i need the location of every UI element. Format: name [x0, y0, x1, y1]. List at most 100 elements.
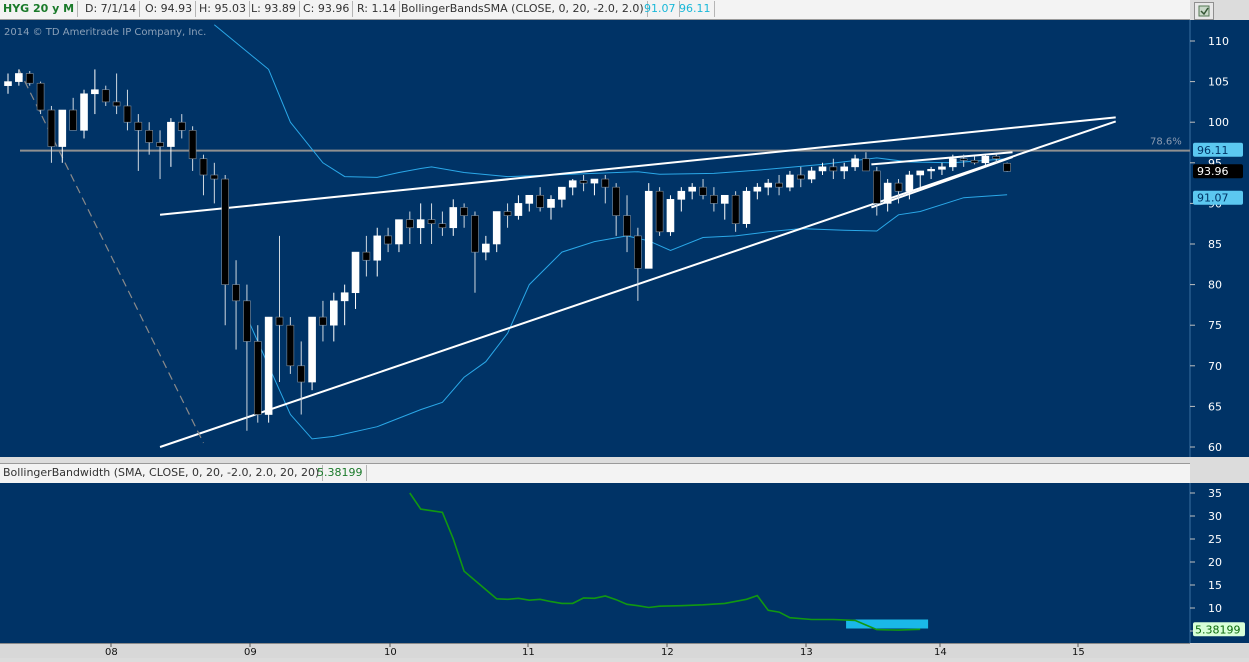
- candle: [938, 166, 946, 170]
- candle: [275, 316, 284, 326]
- candle: [167, 121, 175, 147]
- candle: [829, 166, 838, 172]
- candle: [644, 190, 653, 269]
- bandwidth-value-tag: [1193, 622, 1245, 637]
- price-tick-label: 65: [1208, 400, 1222, 413]
- candle: [959, 158, 968, 161]
- time-axis: 08 09 10 11 12 13 14 15: [0, 643, 1249, 658]
- trendline: [871, 151, 1013, 166]
- time-tick-label: 11: [522, 647, 535, 658]
- time-tick-label: 08: [105, 647, 118, 658]
- bandwidth-tick-label: 10: [1208, 602, 1222, 615]
- price-tick-label: 70: [1208, 360, 1222, 373]
- candle: [308, 316, 316, 383]
- trendline: [159, 116, 1116, 216]
- candle: [710, 194, 718, 204]
- candle: [449, 207, 458, 229]
- candle: [579, 180, 588, 184]
- bandwidth-tick-label: 15: [1208, 579, 1222, 592]
- bandwidth-tick-label: 30: [1208, 510, 1222, 523]
- bandwidth-tick-label: 25: [1208, 533, 1222, 546]
- date-label: D: 7/1/14: [82, 1, 141, 17]
- candle: [427, 219, 436, 224]
- bandwidth-tick-label: 20: [1208, 556, 1222, 569]
- lower-band-tag-text: 91.07: [1197, 192, 1229, 205]
- candle: [1003, 163, 1011, 172]
- candle: [753, 186, 762, 192]
- candle: [253, 341, 262, 415]
- bandwidth-study-label[interactable]: BollingerBandwidth (SMA, CLOSE, 0, 20, -…: [0, 465, 324, 481]
- candle: [547, 199, 555, 208]
- candle: [883, 182, 892, 204]
- upper-band-readout: 96.11: [676, 1, 715, 17]
- candle: [384, 235, 392, 245]
- study-label[interactable]: BollingerBandsSMA (CLOSE, 0, 20, -2.0, 2…: [398, 1, 648, 17]
- candle: [525, 194, 534, 204]
- candle: [112, 101, 121, 107]
- candle: [232, 284, 240, 302]
- candle: [992, 156, 1001, 160]
- candle: [905, 174, 914, 192]
- candle: [981, 156, 990, 164]
- candle: [210, 174, 219, 180]
- candle: [156, 142, 164, 147]
- price-plot-area: [0, 20, 1190, 457]
- candle: [36, 82, 45, 111]
- candle: [188, 130, 197, 160]
- candle: [807, 170, 816, 180]
- price-tick-label: 75: [1208, 319, 1222, 332]
- settings-icon: [1198, 5, 1210, 17]
- candle: [482, 243, 490, 253]
- candle: [297, 365, 306, 383]
- last-price-tag: [1193, 164, 1243, 179]
- candle: [503, 211, 512, 216]
- price-tick-label: 85: [1208, 238, 1222, 251]
- candle: [818, 166, 827, 172]
- price-axis-area: [1190, 20, 1249, 457]
- upper-band-tag-text: 96.11: [1197, 144, 1229, 157]
- candle: [666, 199, 675, 233]
- last-price-tag-text: 93.96: [1197, 165, 1229, 178]
- lower-bollinger-band: [246, 194, 1008, 440]
- candle: [145, 130, 153, 143]
- candle: [15, 73, 23, 82]
- bandwidth-value-tag-text: 5.38199: [1195, 623, 1241, 636]
- price-tick-label: 100: [1208, 116, 1229, 129]
- candle: [362, 251, 371, 261]
- symbol-label[interactable]: HYG 20 y M: [0, 1, 79, 17]
- time-axis-svg: 08 09 10 11 12 13 14 15: [0, 643, 1249, 658]
- candle: [677, 190, 686, 200]
- copyright-text: 2014 © TD Ameritrade IP Company, Inc.: [4, 27, 206, 38]
- candle: [340, 292, 349, 302]
- time-tick-label: 09: [244, 647, 257, 658]
- candle: [688, 186, 696, 192]
- candle: [764, 182, 773, 188]
- candle: [634, 235, 642, 269]
- candle: [590, 178, 599, 184]
- candle: [623, 215, 631, 237]
- bandwidth-tick-label: 35: [1208, 487, 1222, 500]
- squeeze-highlight: [846, 619, 929, 629]
- bandwidth-line: [409, 492, 921, 631]
- candle: [406, 219, 414, 229]
- candle: [351, 251, 360, 294]
- candle: [199, 158, 208, 176]
- candle: [123, 105, 132, 123]
- low-label: L: 93.89: [248, 1, 300, 17]
- price-tick-label: 105: [1208, 76, 1229, 89]
- time-tick-label: 15: [1072, 647, 1085, 658]
- high-label: H: 95.03: [196, 1, 250, 17]
- candle: [373, 235, 382, 261]
- chart-settings-button[interactable]: [1194, 2, 1214, 20]
- price-panel[interactable]: 2014 © TD Ameritrade IP Company, Inc. 11…: [0, 20, 1249, 457]
- candle: [416, 219, 425, 229]
- candle: [742, 190, 751, 225]
- candle: [786, 174, 794, 188]
- candle: [840, 166, 849, 172]
- candle: [612, 186, 620, 216]
- time-tick-label: 12: [661, 647, 674, 658]
- time-tick-label: 14: [934, 647, 947, 658]
- range-label: R: 1.14: [354, 1, 400, 17]
